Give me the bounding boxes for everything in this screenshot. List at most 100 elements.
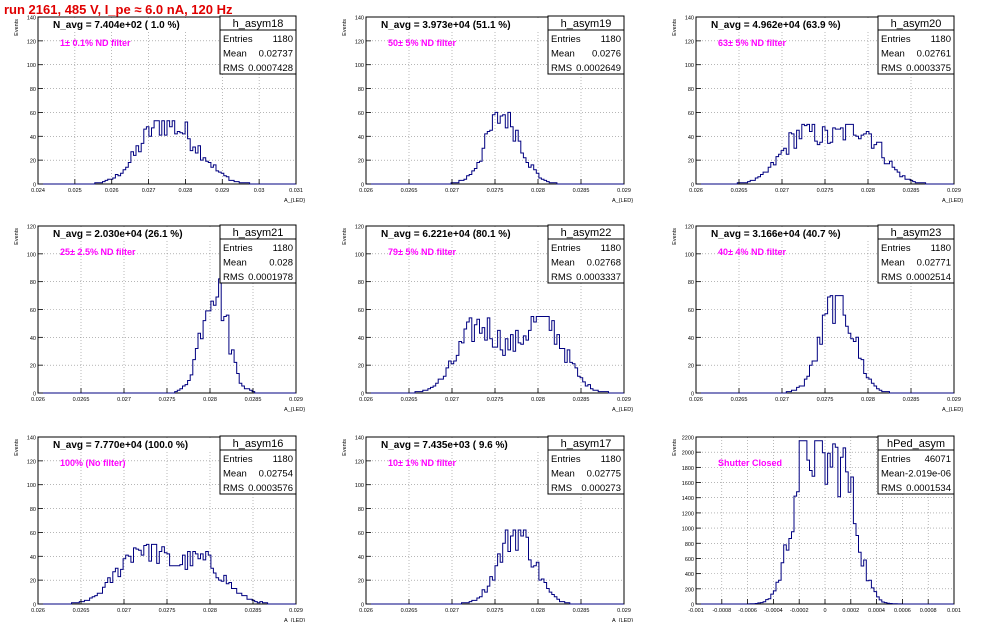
histogram-panel-h_asym22: 0 20 40 60 80 100 120 0.026 0.0265 0.027 0.0275 0.0… — [342, 224, 633, 413]
x-axis-title: A_{LED} — [612, 198, 633, 204]
y-tick-label: 0 — [361, 392, 364, 398]
y-tick-label: 80 — [30, 507, 36, 513]
run-title: run 2161, 485 V, I_pe ≈ 6.0 nA, 120 Hz — [4, 2, 233, 17]
y-tick-label: 20 — [358, 159, 364, 165]
stats-box — [547, 224, 625, 284]
x-tick-label: 0.027 — [142, 188, 156, 194]
x-tick-label: 0.029 — [617, 188, 631, 194]
histogram-panel-h_asym18: 0 20 40 60 80 100 120 140 0.024 0.025 0.026 0.027 0.… — [14, 15, 305, 204]
x-tick-label: 0.028 — [861, 188, 875, 194]
y-tick-label: 60 — [30, 531, 36, 537]
n-avg-label: N_avg = 7.404e+02 ( 1.0 %) — [53, 20, 180, 31]
x-tick-label: 0.0265 — [401, 608, 418, 614]
n-avg-label-bg — [39, 18, 214, 31]
x-axis-title: A_{LED} — [284, 618, 305, 622]
stats-key-mean: Mean — [223, 469, 247, 480]
histogram-line — [38, 543, 296, 605]
y-tick-label: 80 — [30, 280, 36, 286]
y-tick-label: 0 — [33, 183, 36, 189]
plot-frame — [37, 16, 297, 185]
stats-box — [877, 435, 955, 495]
n-avg-label-bg — [367, 438, 542, 451]
x-tick-label: 0.0006 — [894, 608, 911, 614]
x-tick-label: 0.027 — [117, 608, 131, 614]
x-axis-title: A_{LED} — [612, 407, 633, 413]
n-avg-label: N_avg = 4.962e+04 (63.9 %) — [711, 20, 841, 31]
y-tick-label: 0 — [33, 603, 36, 609]
stats-box — [219, 435, 297, 495]
stats-value-mean: 0.02768 — [587, 258, 621, 269]
stats-key-mean: Mean — [881, 469, 905, 480]
x-tick-label: 0.027 — [445, 608, 459, 614]
x-axis-title: A_{LED} — [942, 198, 963, 204]
stats-key-entries: Entries — [223, 243, 253, 254]
stats-key-rms: RMS — [551, 272, 572, 283]
y-tick-label: 1200 — [682, 511, 694, 517]
stats-value-mean: 0.028 — [269, 258, 293, 269]
x-tick-label: 0.026 — [359, 608, 373, 614]
stats-value-entries: 1180 — [601, 34, 621, 45]
y-tick-label: 80 — [688, 87, 694, 93]
y-tick-label: 120 — [355, 459, 364, 465]
x-tick-label: 0.0008 — [920, 608, 937, 614]
x-tick-label: 0.027 — [445, 397, 459, 403]
x-tick-label: 0.0275 — [817, 188, 834, 194]
y-tick-label: 120 — [355, 39, 364, 45]
stats-box-title: h_asym21 — [233, 227, 284, 239]
y-tick-label: 0 — [361, 183, 364, 189]
stats-value-entries: 46071 — [925, 454, 951, 465]
stats-key-entries: Entries — [223, 454, 253, 465]
stats-key-entries: Entries — [881, 243, 911, 254]
stats-key-mean: Mean — [881, 258, 905, 269]
y-tick-label: 100 — [685, 252, 694, 258]
y-tick-label: 40 — [30, 555, 36, 561]
y-tick-label: 60 — [358, 111, 364, 117]
x-tick-label: 0.026 — [105, 188, 119, 194]
y-tick-label: 40 — [358, 555, 364, 561]
y-tick-label: 20 — [358, 364, 364, 370]
stats-value-rms: 0.0003375 — [906, 63, 951, 74]
filter-annotation: 40± 4% ND filter — [718, 247, 786, 257]
y-tick-label: 400 — [685, 572, 694, 578]
stats-value-entries: 1180 — [931, 243, 951, 254]
y-tick-label: 0 — [691, 603, 694, 609]
x-tick-label: 0.0265 — [731, 188, 748, 194]
x-tick-label: -0.0006 — [738, 608, 757, 614]
y-tick-label: 100 — [27, 63, 36, 69]
x-tick-label: 0.029 — [289, 397, 303, 403]
x-tick-label: -0.0004 — [764, 608, 783, 614]
n-avg-label: N_avg = 2.030e+04 (26.1 %) — [53, 229, 183, 240]
stats-box-title: h_asym22 — [561, 227, 612, 239]
y-tick-label: 200 — [685, 587, 694, 593]
stats-key-mean: Mean — [223, 258, 247, 269]
y-tick-label: 120 — [27, 459, 36, 465]
x-tick-label: 0.025 — [68, 188, 82, 194]
x-tick-label: 0.0002 — [842, 608, 859, 614]
stats-key-rms: RMS — [223, 483, 244, 494]
stats-key-rms: RMS — [223, 63, 244, 74]
y-tick-label: 120 — [27, 225, 36, 231]
x-tick-label: 0.0275 — [817, 397, 834, 403]
x-tick-label: -0.0008 — [712, 608, 731, 614]
x-tick-label: 0.028 — [531, 188, 545, 194]
y-tick-label: 140 — [355, 16, 364, 22]
stats-value-rms: 0.0003337 — [576, 272, 621, 283]
y-axis-title: Events — [672, 439, 678, 456]
y-tick-label: 0 — [361, 603, 364, 609]
y-tick-label: 2200 — [682, 436, 694, 442]
stats-value-entries: 1180 — [273, 454, 293, 465]
histogram-panel-h_asym23: 0 20 40 60 80 100 120 0.026 0.0265 0.027 0.0275 0.0… — [672, 224, 963, 413]
y-tick-label: 20 — [30, 159, 36, 165]
y-tick-label: 1000 — [682, 527, 694, 533]
y-tick-label: 60 — [688, 111, 694, 117]
y-tick-label: 20 — [358, 579, 364, 585]
stats-key-mean: Mean — [881, 49, 905, 60]
stats-box — [219, 15, 297, 75]
x-tick-label: 0.0275 — [487, 188, 504, 194]
stats-box — [219, 224, 297, 284]
x-tick-label: 0.028 — [861, 397, 875, 403]
x-tick-label: 0.028 — [179, 188, 193, 194]
histogram-line — [38, 278, 296, 394]
x-tick-label: 0.028 — [203, 397, 217, 403]
